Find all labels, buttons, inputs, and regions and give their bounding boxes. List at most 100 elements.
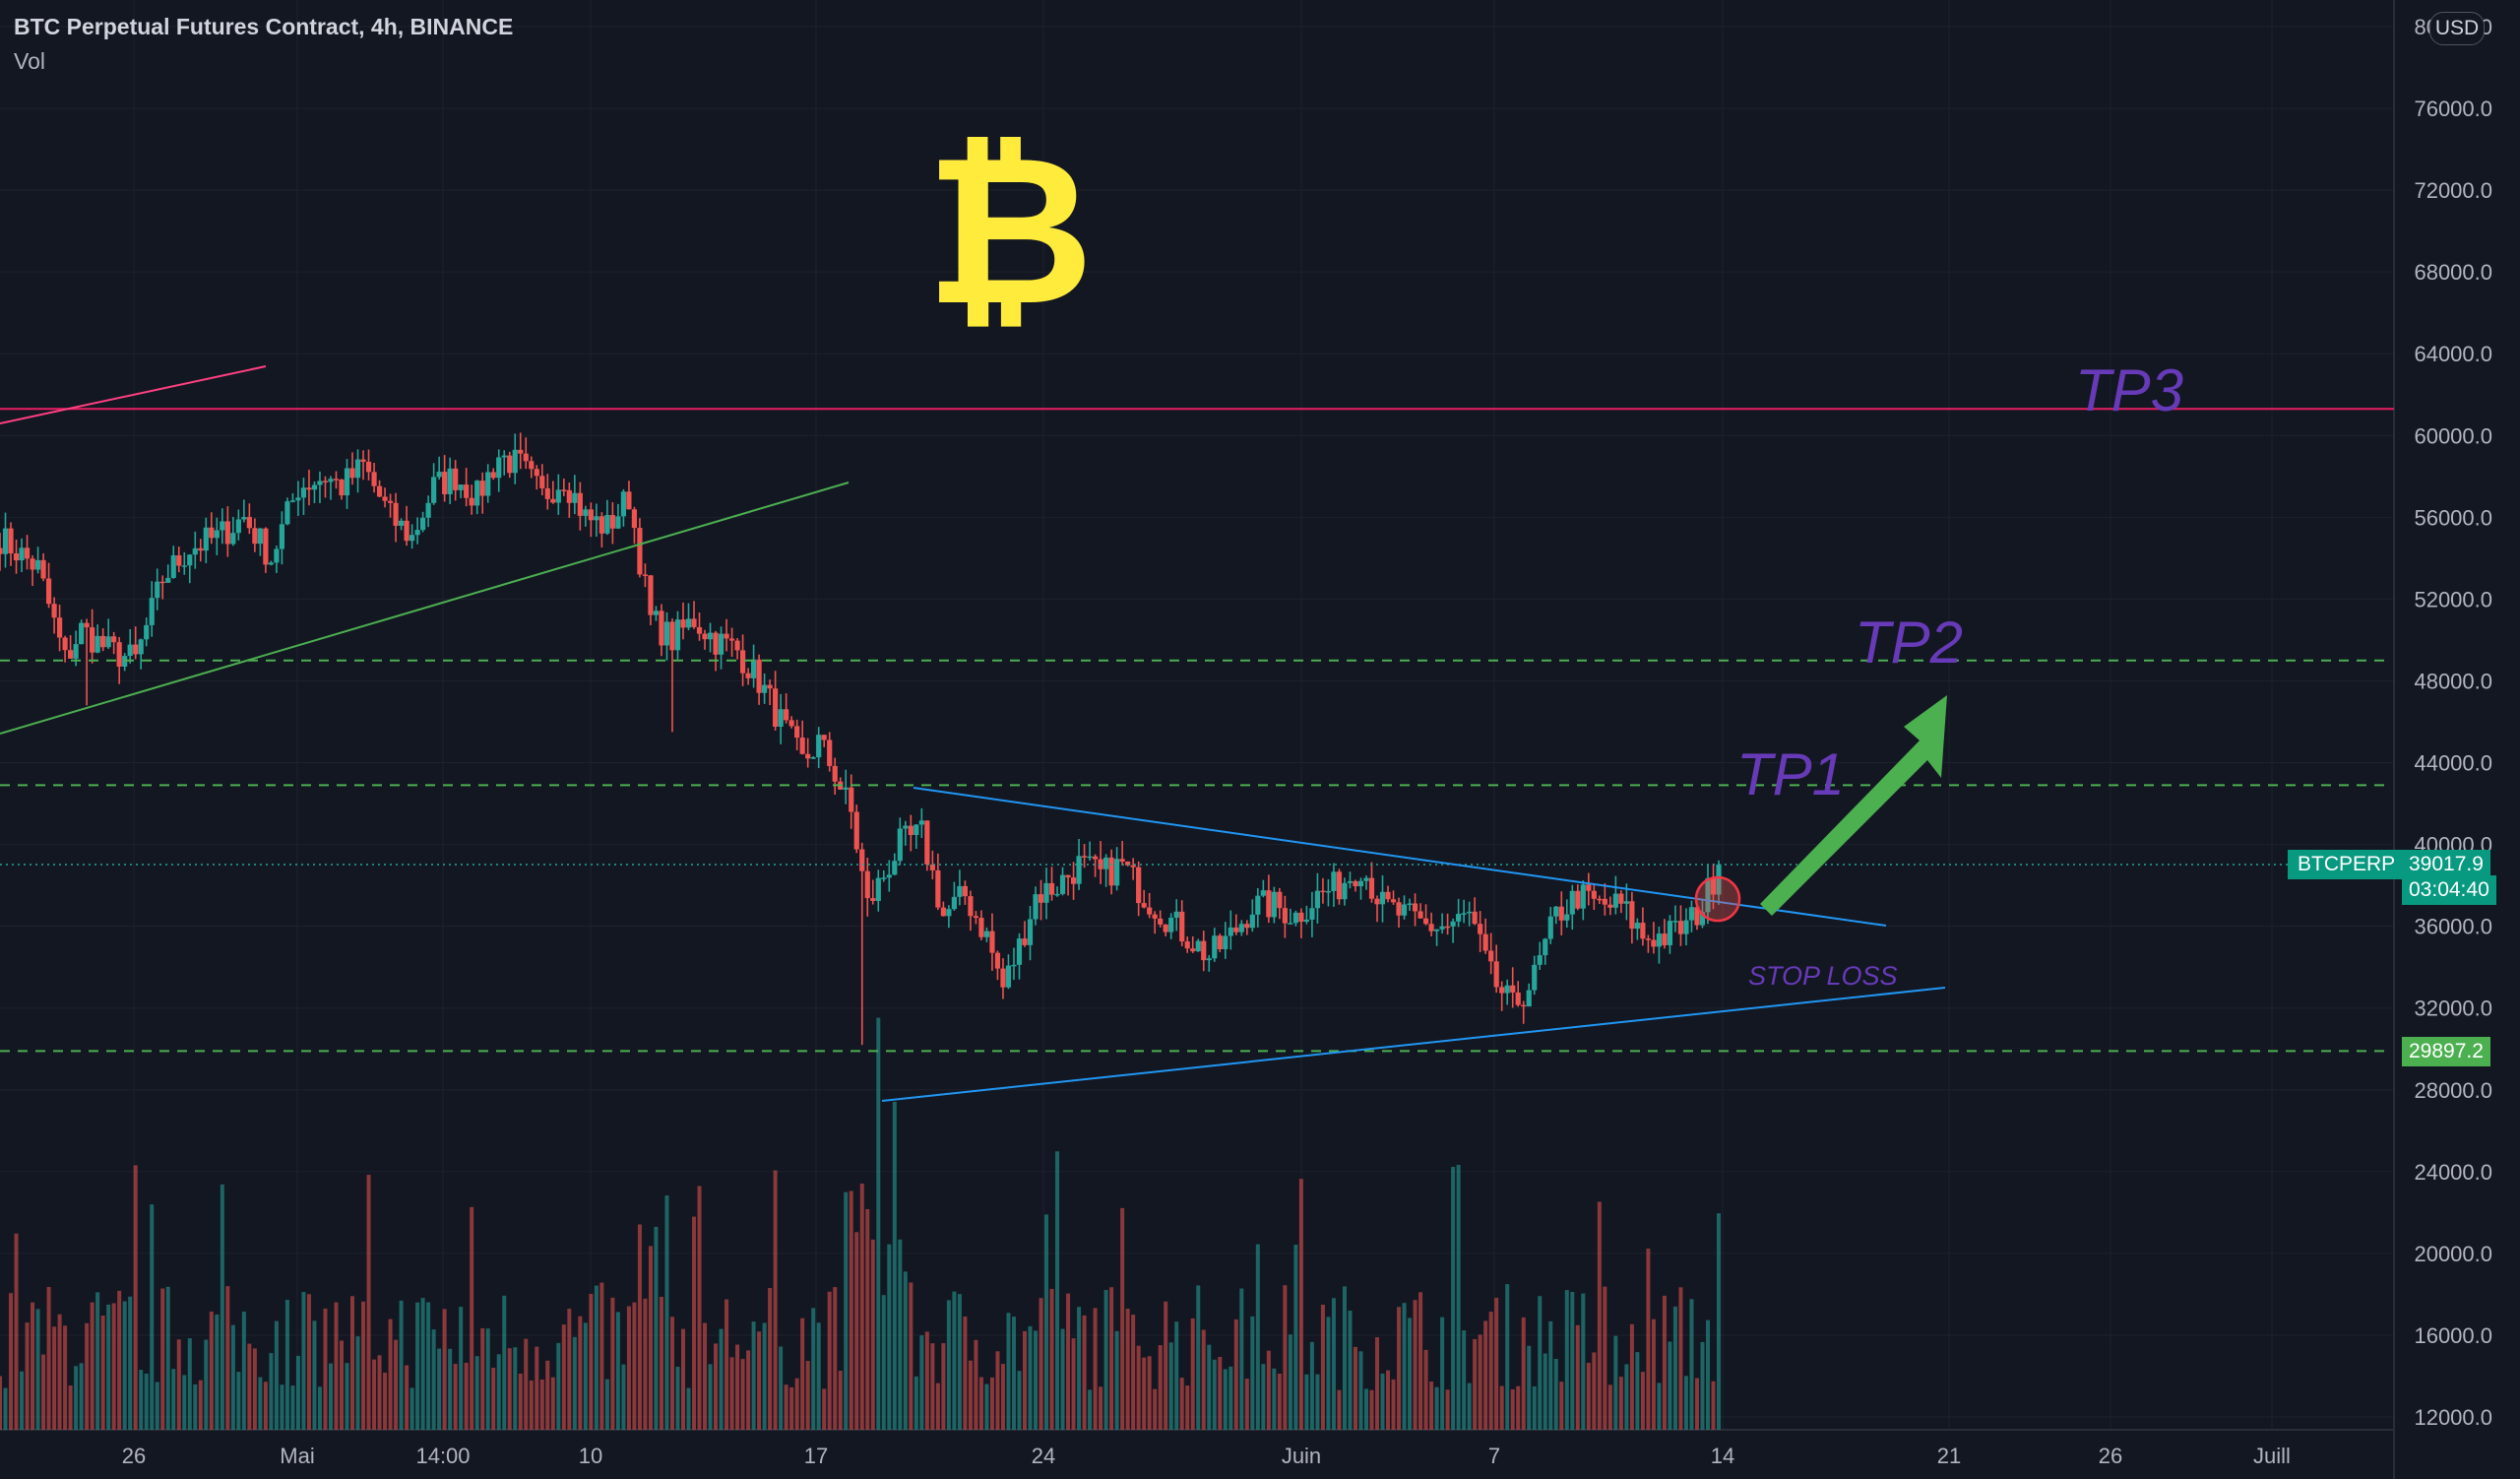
volume-bar [539, 1380, 544, 1430]
price-tick-label: 64000.0 [2414, 342, 2492, 366]
volume-bar [388, 1318, 393, 1430]
volume-bar [535, 1346, 539, 1430]
candle-body [973, 916, 979, 919]
volume-bar [637, 1224, 642, 1430]
volume-bar [881, 1295, 886, 1430]
candle-body [659, 611, 664, 646]
volume-bar [1190, 1318, 1195, 1430]
volume-bar [1212, 1359, 1217, 1430]
candle-body [653, 611, 660, 615]
volume-bar [1694, 1378, 1699, 1430]
volume-bar [1093, 1308, 1098, 1430]
volume-bar [284, 1300, 289, 1430]
candle-body [485, 472, 491, 496]
volume-bar [1071, 1338, 1076, 1430]
volume-bar [1125, 1309, 1130, 1430]
volume-bar [1564, 1290, 1569, 1430]
candle-body [246, 517, 252, 529]
tp1-label[interactable]: TP1 [1736, 741, 1846, 807]
candle-body [203, 527, 209, 551]
candle-body [1292, 912, 1298, 924]
volume-bar [1478, 1334, 1482, 1430]
candle-body [810, 757, 816, 759]
candle-body [1033, 894, 1039, 920]
candle-body [1618, 893, 1624, 904]
symbol-title[interactable]: BTC Perpetual Futures Contract, 4h, BINA… [14, 14, 514, 39]
currency-button[interactable]: USD [2429, 12, 2485, 45]
time-tick-label: Juill [2253, 1444, 2291, 1468]
volume-bar [1315, 1374, 1320, 1430]
volume-bar [68, 1385, 73, 1430]
volume-bar [280, 1384, 284, 1430]
volume-bar [1683, 1376, 1688, 1430]
candle-body [105, 636, 111, 648]
candle-body [149, 598, 155, 625]
candle-body [555, 489, 561, 503]
candle-body [1271, 891, 1277, 918]
candle-body [674, 619, 681, 651]
candle-body [56, 617, 63, 638]
volume-bar [1532, 1385, 1537, 1430]
stop-loss-label[interactable]: STOP LOSS [1748, 961, 1898, 991]
candle-body [371, 472, 377, 486]
price-tick-label: 20000.0 [2414, 1242, 2492, 1266]
candle-body [1217, 935, 1223, 949]
volume-bar [1375, 1337, 1380, 1430]
volume-bar [572, 1336, 577, 1430]
volume-bar [963, 1316, 968, 1430]
volume-bar [1705, 1319, 1710, 1430]
volume-bar [1077, 1307, 1082, 1430]
volume-bar [459, 1307, 464, 1430]
candle-body [1667, 921, 1673, 945]
symbol-price-tag: BTCPERP [2288, 850, 2406, 879]
candle-body [73, 644, 79, 659]
candle-body [849, 787, 854, 812]
candle-body [1184, 941, 1190, 949]
volume-bar [1462, 1330, 1467, 1430]
volume-bar [502, 1295, 507, 1430]
volume-bar [844, 1191, 849, 1430]
candle-body [1158, 918, 1164, 925]
candle-body [1499, 987, 1505, 994]
candle-body [946, 909, 952, 917]
volume-bar [1342, 1286, 1347, 1430]
volume-bar [1581, 1293, 1586, 1430]
volume-bar [838, 1371, 843, 1430]
tp2-label[interactable]: TP2 [1855, 610, 1964, 675]
volume-bar [876, 1017, 881, 1430]
volume-bar [594, 1285, 598, 1430]
volume-bar [1103, 1289, 1108, 1430]
candle-body [1309, 908, 1315, 920]
volume-bar [1060, 1328, 1065, 1430]
volume-bar [1543, 1353, 1547, 1430]
volume-bar [1711, 1381, 1716, 1430]
candle-body [1070, 877, 1077, 884]
candle-body [1510, 985, 1516, 993]
candle-body [1478, 924, 1483, 934]
volume-bar [1082, 1315, 1087, 1430]
volume-bar [654, 1226, 659, 1430]
candle-body [523, 453, 529, 462]
tp3-label[interactable]: TP3 [2075, 357, 2184, 423]
candle-body [387, 500, 394, 503]
volume-bar [1386, 1370, 1391, 1430]
time-tick-label: 26 [122, 1444, 146, 1468]
candle-body [989, 931, 995, 953]
candle-body [1493, 961, 1499, 988]
volume-bar [816, 1322, 821, 1430]
volume-bar [1689, 1299, 1694, 1430]
candle-body [176, 554, 182, 566]
volume-bar [453, 1364, 458, 1430]
candle-body [453, 468, 459, 490]
candle-body [138, 639, 144, 655]
candle-body [577, 492, 583, 516]
candle-body [1336, 871, 1343, 900]
volume-bar [1488, 1312, 1493, 1430]
candle-body [1629, 901, 1635, 930]
volume-label[interactable]: Vol [14, 48, 45, 74]
volume-bar [399, 1300, 404, 1430]
volume-bar [128, 1296, 133, 1430]
candle-body [734, 640, 740, 651]
candle-body [827, 740, 833, 766]
